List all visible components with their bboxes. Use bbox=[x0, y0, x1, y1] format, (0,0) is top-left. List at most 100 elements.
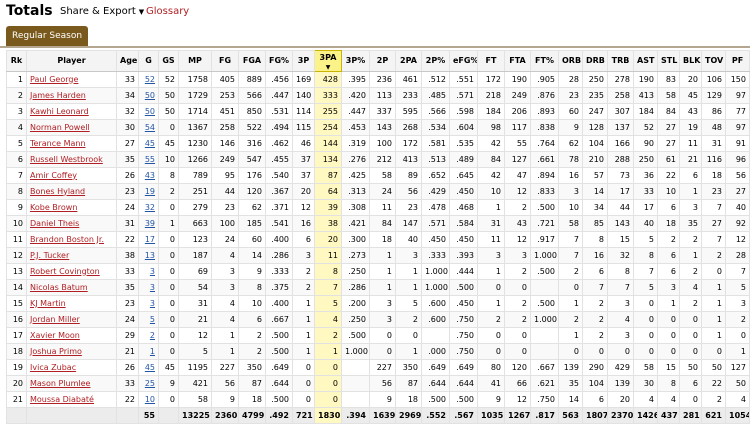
cell-fga: 6 bbox=[239, 312, 266, 328]
cell-fta: 0 bbox=[505, 344, 531, 360]
games-link[interactable]: 45 bbox=[145, 363, 155, 372]
cell-2pa: 233 bbox=[396, 88, 422, 104]
cell-fg: 95 bbox=[212, 168, 239, 184]
tab-bar: Regular Season bbox=[0, 24, 750, 48]
games-link[interactable]: 52 bbox=[145, 75, 155, 84]
games-link[interactable]: 17 bbox=[145, 235, 155, 244]
player-link[interactable]: Nicolas Batum bbox=[30, 283, 88, 292]
games-link[interactable]: 19 bbox=[145, 187, 155, 196]
column-header-age[interactable]: Age bbox=[117, 51, 139, 72]
games-link[interactable]: 25 bbox=[145, 379, 155, 388]
games-link[interactable]: 3 bbox=[150, 267, 155, 276]
player-link[interactable]: Russell Westbrook bbox=[30, 155, 103, 164]
column-header-2p-pct[interactable]: 2P% bbox=[422, 51, 450, 72]
cell-fg: 405 bbox=[212, 72, 239, 88]
cell-drb: 250 bbox=[583, 72, 608, 88]
column-header-ast[interactable]: AST bbox=[634, 51, 658, 72]
games-link[interactable]: 10 bbox=[145, 395, 155, 404]
column-header-label: GS bbox=[162, 56, 174, 65]
cell-stl: 6 bbox=[658, 200, 680, 216]
cell-2p: 212 bbox=[370, 152, 396, 168]
games-link[interactable]: 2 bbox=[150, 331, 155, 340]
tab-regular-season[interactable]: Regular Season bbox=[6, 26, 88, 46]
cell-ft: 172 bbox=[478, 72, 505, 88]
player-link[interactable]: Bones Hyland bbox=[30, 187, 85, 196]
player-link[interactable]: Kawhi Leonard bbox=[30, 107, 89, 116]
games-link[interactable]: 5 bbox=[150, 315, 155, 324]
games-link[interactable]: 3 bbox=[150, 299, 155, 308]
player-link[interactable]: Daniel Theis bbox=[30, 219, 79, 228]
player-link[interactable]: Jordan Miller bbox=[30, 315, 80, 324]
glossary-link[interactable]: Glossary bbox=[146, 6, 189, 17]
column-header-label: 3P bbox=[298, 56, 309, 65]
column-header-gs[interactable]: GS bbox=[159, 51, 179, 72]
column-header-trb[interactable]: TRB bbox=[608, 51, 634, 72]
player-link[interactable]: Robert Covington bbox=[30, 267, 100, 276]
player-link[interactable]: P.J. Tucker bbox=[30, 251, 69, 260]
games-link[interactable]: 39 bbox=[145, 219, 155, 228]
player-link[interactable]: James Harden bbox=[30, 91, 86, 100]
column-header-efg-pct[interactable]: eFG% bbox=[450, 51, 478, 72]
column-header-blk[interactable]: BLK bbox=[680, 51, 702, 72]
games-link[interactable]: 32 bbox=[145, 203, 155, 212]
share-export-menu[interactable]: Share & Export▼ bbox=[60, 6, 144, 17]
column-header-g[interactable]: G bbox=[139, 51, 159, 72]
player-link[interactable]: KJ Martin bbox=[30, 299, 66, 308]
player-link[interactable]: Terance Mann bbox=[30, 139, 86, 148]
cell-ft-pct: .667 bbox=[531, 360, 559, 376]
games-link[interactable]: 43 bbox=[145, 171, 155, 180]
cell-blk: 11 bbox=[680, 136, 702, 152]
cell-g: 45 bbox=[139, 136, 159, 152]
cell-stl: 18 bbox=[658, 216, 680, 232]
column-header-ft[interactable]: FT bbox=[478, 51, 505, 72]
player-link[interactable]: Moussa Diabaté bbox=[30, 395, 94, 404]
player-link[interactable]: Ivica Zubac bbox=[30, 363, 76, 372]
total-fg: 2360 bbox=[212, 408, 239, 424]
column-header-2p[interactable]: 2P bbox=[370, 51, 396, 72]
player-link[interactable]: Mason Plumlee bbox=[30, 379, 90, 388]
column-header-drb[interactable]: DRB bbox=[583, 51, 608, 72]
cell-mp: 187 bbox=[179, 248, 212, 264]
cell-3pa: 20 bbox=[315, 232, 342, 248]
cell-trb: 137 bbox=[608, 120, 634, 136]
games-link[interactable]: 50 bbox=[145, 91, 155, 100]
column-header-stl[interactable]: STL bbox=[658, 51, 680, 72]
column-header-fg[interactable]: FG bbox=[212, 51, 239, 72]
column-header-player[interactable]: Player bbox=[27, 51, 117, 72]
player-link[interactable]: Kobe Brown bbox=[30, 203, 77, 212]
games-link[interactable]: 50 bbox=[145, 107, 155, 116]
cell-age: 24 bbox=[117, 200, 139, 216]
games-link[interactable]: 54 bbox=[145, 123, 155, 132]
column-header-fga[interactable]: FGA bbox=[239, 51, 266, 72]
column-header-fta[interactable]: FTA bbox=[505, 51, 531, 72]
cell-efg-pct: .649 bbox=[450, 360, 478, 376]
cell-gs: 50 bbox=[159, 88, 179, 104]
column-header-label: FG bbox=[219, 56, 231, 65]
games-link[interactable]: 45 bbox=[145, 139, 155, 148]
column-header-2pa[interactable]: 2PA bbox=[396, 51, 422, 72]
column-header-tov[interactable]: TOV bbox=[702, 51, 726, 72]
column-header-pf[interactable]: PF bbox=[726, 51, 750, 72]
player-link[interactable]: Xavier Moon bbox=[30, 331, 80, 340]
cell-efg-pct: .468 bbox=[450, 200, 478, 216]
games-link[interactable]: 13 bbox=[145, 251, 155, 260]
column-header-mp[interactable]: MP bbox=[179, 51, 212, 72]
cell-3p: 12 bbox=[293, 200, 315, 216]
games-link[interactable]: 55 bbox=[145, 155, 155, 164]
column-header-rk[interactable]: Rk bbox=[7, 51, 27, 72]
player-link[interactable]: Brandon Boston Jr. bbox=[30, 235, 104, 244]
column-header-orb[interactable]: ORB bbox=[559, 51, 583, 72]
total-2p: 1639 bbox=[370, 408, 396, 424]
player-link[interactable]: Norman Powell bbox=[30, 123, 90, 132]
player-link[interactable]: Joshua Primo bbox=[30, 347, 82, 356]
cell-3p: 37 bbox=[293, 152, 315, 168]
column-header-3p[interactable]: 3P bbox=[293, 51, 315, 72]
column-header-fg-pct[interactable]: FG% bbox=[266, 51, 293, 72]
player-link[interactable]: Paul George bbox=[30, 75, 78, 84]
player-link[interactable]: Amir Coffey bbox=[30, 171, 77, 180]
games-link[interactable]: 1 bbox=[150, 347, 155, 356]
column-header-ft-pct[interactable]: FT% bbox=[531, 51, 559, 72]
column-header-3pa[interactable]: 3PA▼ bbox=[315, 51, 342, 72]
games-link[interactable]: 3 bbox=[150, 283, 155, 292]
column-header-3p-pct[interactable]: 3P% bbox=[342, 51, 370, 72]
